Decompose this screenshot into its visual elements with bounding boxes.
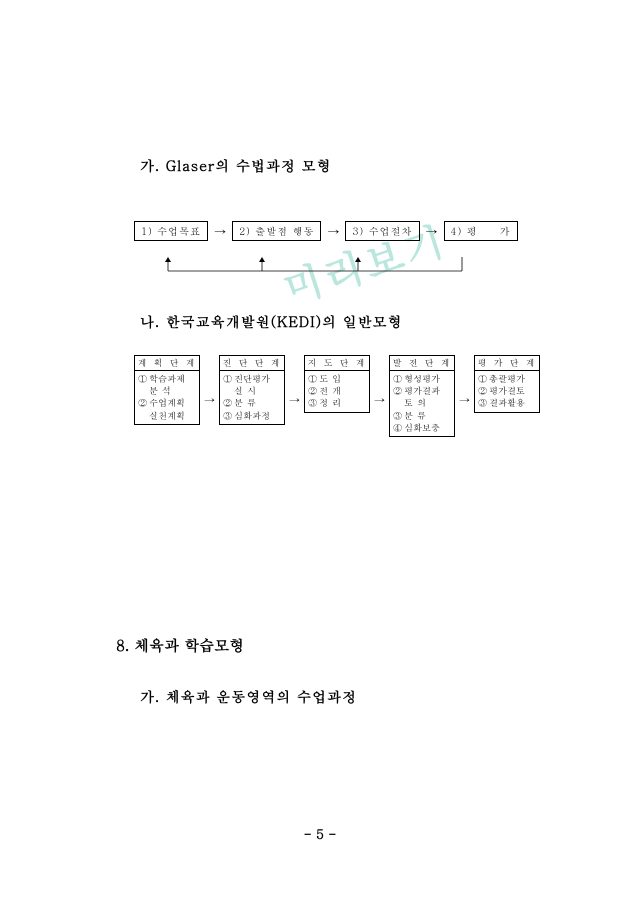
item-text: 평가결토 — [489, 385, 536, 397]
section-8-heading-ga: 가. 체육과 운동영역의 수업과정 — [140, 686, 540, 706]
item-number: ③ — [478, 397, 487, 409]
arrow-icon: → — [426, 223, 438, 240]
heading-na: 나. 한국교육개발원(KEDI)의 일반모형 — [140, 311, 540, 331]
glaser-box-1: 1) 수업목표 — [134, 221, 208, 241]
item-text: 분류 — [234, 397, 281, 409]
kedi-stage-item: ②분류 — [223, 397, 281, 409]
item-text: 수업계획 — [149, 397, 196, 409]
item-text: 정리 — [319, 397, 366, 409]
kedi-stage-item: ③결과활용 — [478, 397, 536, 409]
page-number: - 5 - — [0, 824, 640, 843]
glaser-box-3: 3) 수업절차 — [345, 221, 419, 241]
kedi-stage-item: 토의 — [393, 397, 451, 409]
kedi-stage-box: 계 획 단 계①학습과제 분석②수업계획 실천계획 — [134, 355, 200, 425]
kedi-stage-title: 계 획 단 계 — [135, 356, 199, 371]
kedi-stage-list: ①진단평가 실시②분류③심화과정 — [220, 371, 284, 424]
item-number: ③ — [223, 410, 232, 422]
kedi-diagram: 계 획 단 계①학습과제 분석②수업계획 실천계획→진 단 단 계①진단평가 실… — [134, 355, 540, 437]
kedi-stage-list: ①형성평가②평가결과 토의③분류④심화보충 — [390, 371, 454, 436]
kedi-stage-title: 지 도 단 계 — [305, 356, 369, 371]
kedi-stage-list: ①총괄평가②평가결토③결과활용 — [475, 371, 539, 411]
item-text: 평가결과 — [404, 385, 451, 397]
item-text: 심화보충 — [404, 422, 451, 434]
item-text: 토의 — [404, 397, 451, 409]
kedi-stage-title: 진 단 단 계 — [220, 356, 284, 371]
kedi-stage-title: 발 전 단 계 — [390, 356, 454, 371]
item-text: 분류 — [404, 410, 451, 422]
item-number: ② — [223, 397, 232, 409]
item-number: ③ — [308, 397, 317, 409]
kedi-stage-title: 평 가 단 계 — [475, 356, 539, 371]
heading-ga: 가. Glaser의 수법과정 모형 — [140, 155, 540, 175]
glaser-box-4: 4) 평 가 — [444, 221, 518, 241]
arrow-icon: → — [327, 223, 339, 240]
kedi-stage-item: ④심화보충 — [393, 422, 451, 434]
kedi-stage-list: ①학습과제 분석②수업계획 실천계획 — [135, 371, 199, 424]
item-number: ② — [138, 397, 147, 409]
arrow-icon: → — [374, 383, 385, 408]
item-text: 실시 — [234, 385, 281, 397]
arrow-icon: → — [459, 383, 470, 408]
kedi-stage-item: ③정리 — [308, 397, 366, 409]
item-text: 분석 — [149, 385, 196, 397]
glaser-feedback-arrows — [134, 257, 512, 275]
arrow-icon: → — [204, 383, 215, 408]
item-text: 심화과정 — [234, 410, 281, 422]
section-8-title: 8. 체육과 학습모형 — [116, 635, 540, 656]
item-text: 실천계획 — [149, 410, 196, 422]
item-number: ④ — [393, 422, 402, 434]
kedi-stage-item: ③분류 — [393, 410, 451, 422]
item-text: 진단평가 — [234, 373, 281, 385]
kedi-stage-list: ①도입②전개③정리 — [305, 371, 369, 411]
kedi-stage-box: 발 전 단 계①형성평가②평가결과 토의③분류④심화보충 — [389, 355, 455, 437]
glaser-box-2: 2) 출발점 행동 — [232, 221, 321, 241]
item-text: 결과활용 — [489, 397, 536, 409]
kedi-stage-item: ③심화과정 — [223, 410, 281, 422]
item-text: 형성평가 — [404, 373, 451, 385]
kedi-stage-box: 평 가 단 계①총괄평가②평가결토③결과활용 — [474, 355, 540, 413]
kedi-stage-box: 진 단 단 계①진단평가 실시②분류③심화과정 — [219, 355, 285, 425]
glaser-diagram: 1) 수업목표 → 2) 출발점 행동 → 3) 수업절차 → 4) 평 가 — [134, 221, 540, 241]
item-text: 학습과제 — [149, 373, 196, 385]
kedi-stage-box: 지 도 단 계①도입②전개③정리 — [304, 355, 370, 413]
kedi-stage-item: 실천계획 — [138, 410, 196, 422]
item-text: 도입 — [319, 373, 366, 385]
item-number: ③ — [393, 410, 402, 422]
kedi-stage-item: ②수업계획 — [138, 397, 196, 409]
item-number — [138, 410, 147, 422]
item-text: 총괄평가 — [489, 373, 536, 385]
arrow-icon: → — [214, 223, 226, 240]
arrow-icon: → — [289, 383, 300, 408]
page-content: 가. Glaser의 수법과정 모형 1) 수업목표 → 2) 출발점 행동 →… — [0, 0, 640, 905]
item-text: 전개 — [319, 385, 366, 397]
item-number — [393, 397, 402, 409]
